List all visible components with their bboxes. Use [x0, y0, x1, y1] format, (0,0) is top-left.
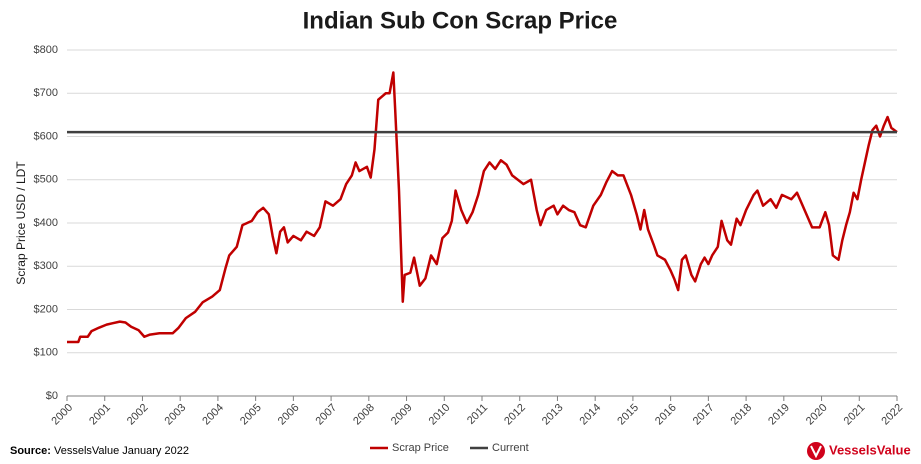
- x-tick-label: 2011: [465, 402, 490, 427]
- x-tick-label: 2021: [842, 402, 868, 428]
- x-tick-label: 2015: [615, 402, 641, 428]
- y-tick-label: $800: [34, 44, 58, 56]
- x-tick-label: 2002: [125, 402, 151, 428]
- logo: VesselsValue: [807, 442, 911, 460]
- legend-label: Current: [492, 442, 529, 454]
- logo-text: VesselsValue: [829, 442, 911, 457]
- y-tick-label: $300: [34, 260, 58, 272]
- x-tick-label: 2019: [766, 402, 792, 428]
- y-tick-label: $400: [34, 217, 58, 229]
- y-tick-label: $0: [46, 390, 58, 402]
- x-tick-label: 2013: [540, 402, 566, 428]
- legend-label: Scrap Price: [392, 442, 449, 454]
- y-tick-label: $700: [34, 87, 58, 99]
- x-tick-label: 2022: [879, 402, 905, 428]
- y-tick-label: $600: [34, 130, 58, 142]
- chart-title: Indian Sub Con Scrap Price: [303, 7, 618, 34]
- y-tick-label: $100: [34, 347, 58, 359]
- series-line: [67, 71, 898, 344]
- x-tick-label: 2001: [87, 402, 113, 428]
- x-tick-label: 2020: [804, 402, 830, 428]
- x-tick-label: 2000: [49, 402, 75, 428]
- x-tick-label: 2014: [578, 402, 604, 428]
- source-label: Source:: [10, 445, 51, 457]
- x-tick-label: 2003: [163, 402, 189, 428]
- logo-mark: [810, 445, 822, 459]
- x-tick-label: 2009: [389, 402, 415, 428]
- x-tick-label: 2004: [200, 402, 226, 428]
- x-tick-label: 2018: [728, 402, 754, 428]
- source-text: VesselsValue January 2022: [54, 445, 189, 457]
- x-tick-label: 2017: [691, 402, 717, 428]
- y-axis-label: Scrap Price USD / LDT: [14, 161, 28, 285]
- x-tick-label: 2006: [276, 402, 302, 428]
- x-tick-label: 2016: [653, 402, 679, 428]
- x-tick-label: 2005: [238, 402, 264, 428]
- x-tick-label: 2012: [502, 402, 528, 428]
- x-tick-label: 2008: [351, 402, 377, 428]
- x-tick-label: 2010: [427, 402, 453, 428]
- y-tick-label: $200: [34, 303, 58, 315]
- x-tick-label: 2007: [313, 402, 339, 428]
- y-tick-label: $500: [34, 174, 58, 186]
